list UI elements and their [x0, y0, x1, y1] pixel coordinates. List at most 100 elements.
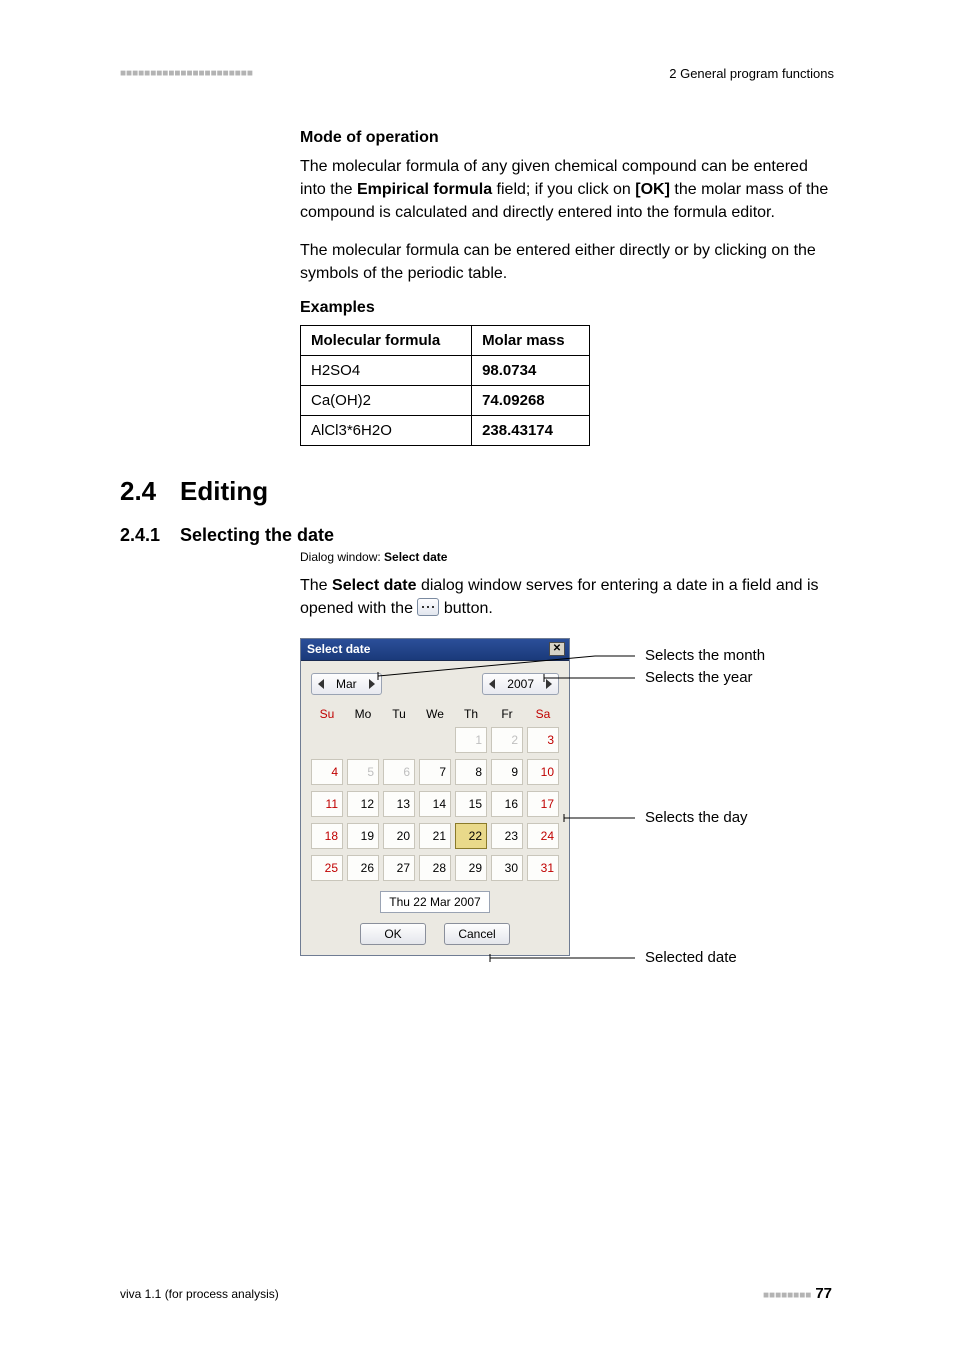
footer-page: ■■■■■■■■ 77: [763, 1285, 832, 1302]
dialog-title: Select date: [307, 642, 370, 656]
year-next-button[interactable]: [540, 674, 558, 694]
mass-value: 98.0734: [482, 362, 536, 379]
calendar-row: 123: [311, 727, 559, 753]
calendar-day-cell[interactable]: 14: [419, 791, 451, 817]
mass-value: 74.09268: [482, 392, 545, 409]
chevron-left-icon: [489, 679, 495, 689]
ellipsis-button-icon: [417, 598, 439, 616]
dow-label: Th: [455, 707, 487, 721]
calendar-day-cell[interactable]: 18: [311, 823, 343, 849]
calendar-grid: SuMoTuWeThFrSa 1234567891011121314151617…: [311, 707, 559, 881]
month-value: Mar: [330, 677, 363, 691]
close-icon[interactable]: ✕: [549, 642, 565, 656]
col-molar-mass: Molar mass: [472, 325, 590, 355]
calendar-day-cell[interactable]: 8: [455, 759, 487, 785]
annotation-month: Selects the month: [645, 647, 765, 664]
cancel-button[interactable]: Cancel: [444, 923, 510, 945]
calendar-day-cell[interactable]: 10: [527, 759, 559, 785]
calendar-day-cell[interactable]: 13: [383, 791, 415, 817]
calendar-day-cell[interactable]: 29: [455, 855, 487, 881]
calendar-row: 25262728293031: [311, 855, 559, 881]
calendar-day-cell[interactable]: 9: [491, 759, 523, 785]
text: button.: [444, 600, 493, 617]
annotation-year: Selects the year: [645, 669, 753, 686]
year-spinner: 2007: [482, 673, 559, 695]
chevron-left-icon: [318, 679, 324, 689]
footer-product: viva 1.1 (for process analysis): [120, 1287, 279, 1301]
calendar-day-cell[interactable]: 30: [491, 855, 523, 881]
dow-label: Mo: [347, 707, 379, 721]
month-next-button[interactable]: [363, 674, 381, 694]
calendar-day-cell[interactable]: 17: [527, 791, 559, 817]
text: field; if you click on: [497, 181, 636, 198]
dow-label: Su: [311, 707, 343, 721]
calendar-day-cell[interactable]: 23: [491, 823, 523, 849]
select-date-dialog: Select date ✕ Mar 2007 SuMoTuWeThFrSa 12…: [300, 638, 570, 956]
chevron-right-icon: [369, 679, 375, 689]
calendar-day-cell[interactable]: 12: [347, 791, 379, 817]
chevron-right-icon: [546, 679, 552, 689]
year-prev-button[interactable]: [483, 674, 501, 694]
table-row: H2SO4 98.0734: [301, 355, 590, 385]
mass-cell: 98.0734: [472, 355, 590, 385]
calendar-day-cell[interactable]: 20: [383, 823, 415, 849]
calendar-day-cell[interactable]: 21: [419, 823, 451, 849]
calendar-row: 18192021222324: [311, 823, 559, 849]
examples-table: Molecular formula Molar mass H2SO4 98.07…: [300, 325, 590, 446]
calendar-day-cell[interactable]: 2: [491, 727, 523, 753]
formula-cell: H2SO4: [301, 355, 472, 385]
calendar-day-cell[interactable]: 3: [527, 727, 559, 753]
ok-reference: [OK]: [635, 181, 670, 198]
subsection-number: 2.4.1: [120, 525, 180, 546]
dow-label: Tu: [383, 707, 415, 721]
header-dashes: ■■■■■■■■■■■■■■■■■■■■■■: [120, 68, 253, 79]
page-number: 77: [815, 1285, 832, 1302]
calendar-day-cell[interactable]: 25: [311, 855, 343, 881]
formula-cell: AlCl3*6H2O: [301, 415, 472, 445]
calendar-day-cell[interactable]: 7: [419, 759, 451, 785]
chapter-reference: 2 General program functions: [669, 66, 834, 81]
calendar-day-cell[interactable]: 5: [347, 759, 379, 785]
calendar-day-cell[interactable]: 27: [383, 855, 415, 881]
mass-cell: 238.43174: [472, 415, 590, 445]
annotation-day: Selects the day: [645, 809, 748, 826]
dow-label: Sa: [527, 707, 559, 721]
calendar-empty-cell: [419, 727, 451, 753]
select-date-bold: Select date: [332, 577, 416, 594]
month-prev-button[interactable]: [312, 674, 330, 694]
calendar-day-cell[interactable]: 11: [311, 791, 343, 817]
ok-button[interactable]: OK: [360, 923, 426, 945]
section-title: Editing: [180, 476, 268, 507]
subsection-title: Selecting the date: [180, 525, 334, 546]
mode-para-1: The molecular formula of any given chemi…: [300, 155, 834, 225]
calendar-day-cell[interactable]: 31: [527, 855, 559, 881]
dialog-window-label: Dialog window: Select date: [300, 550, 834, 564]
calendar-header: SuMoTuWeThFrSa: [311, 707, 559, 721]
calendar-day-cell[interactable]: 15: [455, 791, 487, 817]
calendar-day-cell[interactable]: 16: [491, 791, 523, 817]
calendar-day-cell[interactable]: 19: [347, 823, 379, 849]
calendar-row: 45678910: [311, 759, 559, 785]
text: The: [300, 577, 332, 594]
text: Dialog window:: [300, 550, 384, 564]
calendar-row: 11121314151617: [311, 791, 559, 817]
calendar-day-cell[interactable]: 24: [527, 823, 559, 849]
mass-cell: 74.09268: [472, 385, 590, 415]
calendar-day-cell[interactable]: 22: [455, 823, 487, 849]
dialog-titlebar[interactable]: Select date ✕: [301, 639, 569, 661]
calendar-day-cell[interactable]: 28: [419, 855, 451, 881]
examples-heading: Examples: [300, 299, 834, 317]
table-row: Ca(OH)2 74.09268: [301, 385, 590, 415]
footer-dashes: ■■■■■■■■: [763, 1290, 811, 1301]
col-molecular-formula: Molecular formula: [301, 325, 472, 355]
selected-date-display: Thu 22 Mar 2007: [380, 891, 490, 913]
select-date-para: The Select date dialog window serves for…: [300, 574, 834, 620]
calendar-day-cell[interactable]: 26: [347, 855, 379, 881]
mode-para-2: The molecular formula can be entered eit…: [300, 239, 834, 285]
calendar-day-cell[interactable]: 4: [311, 759, 343, 785]
calendar-empty-cell: [311, 727, 343, 753]
dialog-name: Select date: [384, 550, 447, 564]
calendar-day-cell[interactable]: 1: [455, 727, 487, 753]
calendar-day-cell[interactable]: 6: [383, 759, 415, 785]
month-spinner: Mar: [311, 673, 382, 695]
